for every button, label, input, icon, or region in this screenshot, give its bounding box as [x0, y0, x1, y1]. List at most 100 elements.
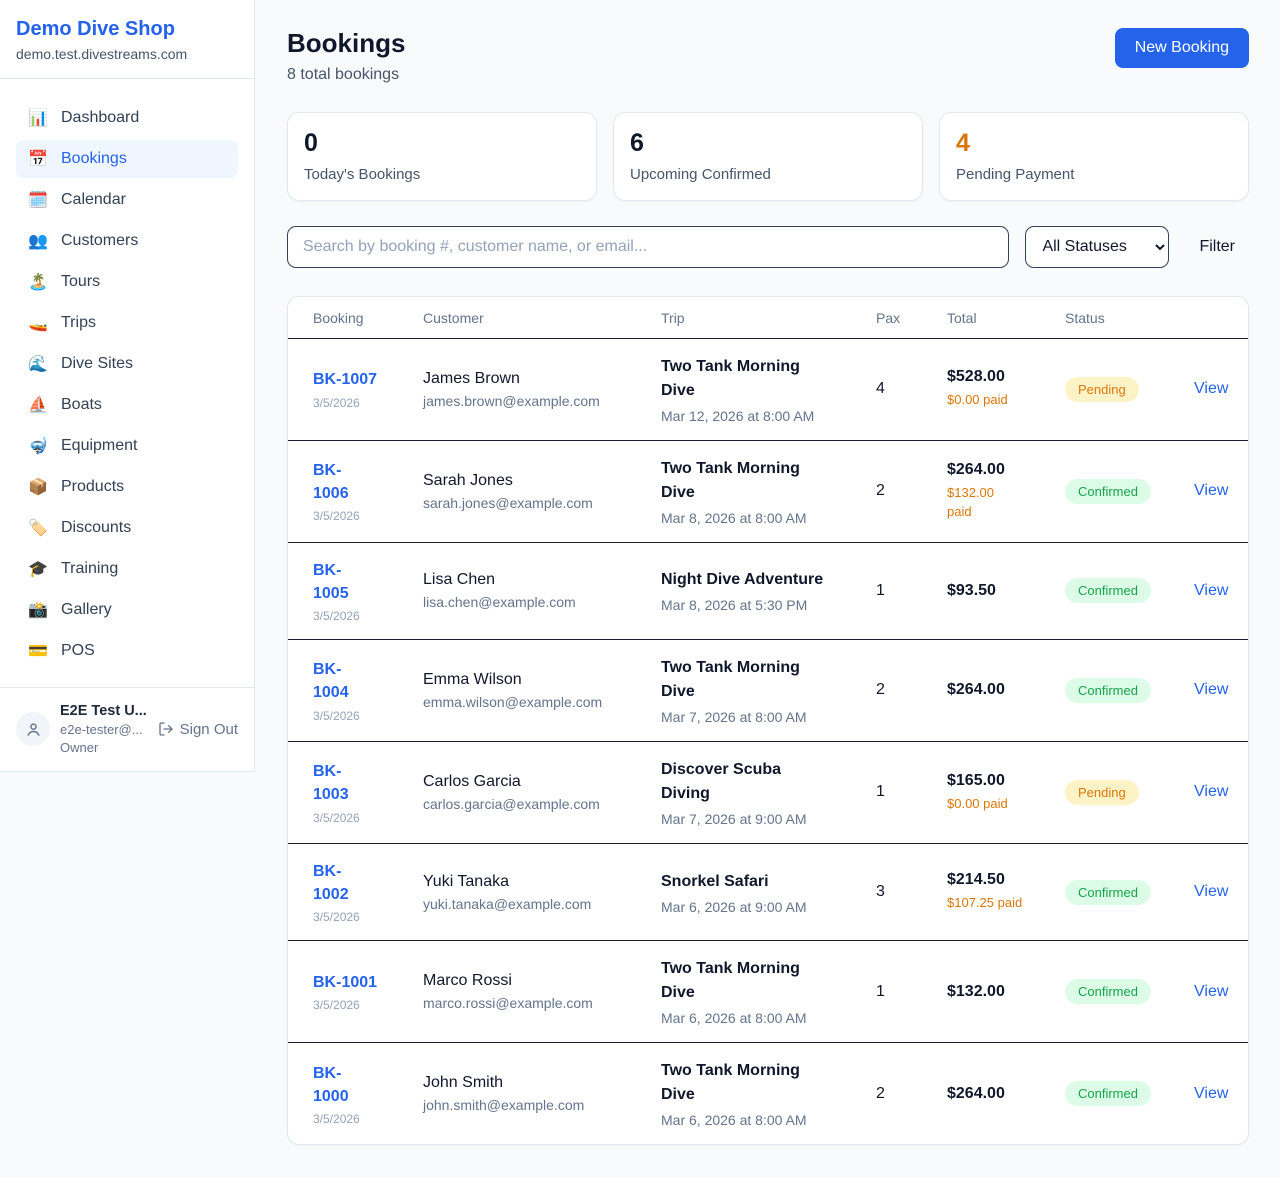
filters-row: All Statuses Filter [287, 225, 1249, 268]
col-header-trip: Trip [661, 309, 685, 326]
view-link[interactable]: View [1194, 380, 1229, 397]
sidebar-item-products[interactable]: 📦 Products [16, 468, 238, 506]
total-amount: $264.00 [947, 461, 1005, 479]
trip-name: Two Tank Morning Dive [661, 960, 800, 1002]
stat-label: Pending Payment [956, 165, 1075, 183]
sidebar-item-equipment[interactable]: 🤿 Equipment [16, 427, 238, 465]
table-row: BK- 1000 3/5/2026 John Smith john.smith@… [288, 1042, 1248, 1145]
total-cell: $264.00 [947, 1043, 1065, 1145]
booking-id-link[interactable]: BK- 1000 [313, 1064, 349, 1105]
customer-cell: John Smith john.smith@example.com [423, 1043, 661, 1145]
pax-count: 1 [876, 982, 885, 1000]
table-row: BK- 1006 3/5/2026 Sarah Jones sarah.jone… [288, 440, 1248, 542]
sidebar-item-label: POS [61, 642, 95, 659]
trip-name: Discover Scuba Diving [661, 760, 782, 802]
table-row: BK- 1003 3/5/2026 Carlos Garcia carlos.g… [288, 741, 1248, 843]
status-cell: Confirmed [1065, 542, 1194, 639]
customer-name: Marco Rossi [423, 972, 512, 990]
view-link[interactable]: View [1194, 681, 1229, 699]
view-cell: View [1194, 440, 1248, 542]
sidebar-item-dashboard[interactable]: 📊 Dashboard [16, 99, 238, 137]
customer-name: Sarah Jones [423, 471, 513, 489]
total-amount: $264.00 [947, 681, 1005, 699]
trip-datetime: Mar 6, 2026 at 8:00 AM [661, 1112, 807, 1129]
table-header: Booking Customer Trip Pax Total Status [288, 297, 1248, 339]
status-cell: Confirmed [1065, 1043, 1194, 1145]
table-row: BK-1007 3/5/2026 James Brown james.brown… [288, 338, 1248, 440]
view-link[interactable]: View [1194, 581, 1229, 599]
status-cell: Confirmed [1065, 941, 1194, 1043]
view-link[interactable]: View [1194, 982, 1229, 1000]
total-cell: $528.00 $0.00 paid [947, 338, 1065, 440]
table-row: BK- 1004 3/5/2026 Emma Wilson emma.wilso… [288, 639, 1248, 741]
pax-count: 1 [876, 783, 885, 801]
sidebar-item-label: Dive Sites [61, 355, 134, 372]
status-cell: Confirmed [1065, 440, 1194, 542]
view-link[interactable]: View [1194, 883, 1229, 901]
sidebar-item-dive-sites[interactable]: 🌊 Dive Sites [16, 345, 238, 383]
avatar [16, 712, 50, 747]
trip-cell: Two Tank Morning Dive Mar 6, 2026 at 8:0… [661, 941, 876, 1043]
products-package-icon: 📦 [28, 479, 48, 496]
filter-button[interactable]: Filter [1185, 238, 1249, 256]
col-header-actions [1194, 297, 1248, 339]
new-booking-button[interactable]: New Booking [1114, 28, 1249, 68]
stat-value: 4 [956, 129, 970, 157]
sidebar-item-customers[interactable]: 👥 Customers [16, 222, 238, 260]
trip-cell: Discover Scuba Diving Mar 7, 2026 at 9:0… [661, 741, 876, 843]
trip-datetime: Mar 7, 2026 at 9:00 AM [661, 810, 807, 827]
view-link[interactable]: View [1194, 783, 1229, 801]
sidebar-item-training[interactable]: 🎓 Training [16, 550, 238, 588]
status-badge: Confirmed [1065, 677, 1151, 703]
search-input[interactable] [287, 225, 1010, 268]
trip-name: Two Tank Morning Dive [661, 658, 800, 700]
pax-count: 2 [876, 681, 885, 699]
status-badge: Confirmed [1065, 879, 1151, 905]
sidebar-item-label: Equipment [61, 437, 138, 454]
sidebar-item-trips[interactable]: 🚤 Trips [16, 304, 238, 342]
sidebar-item-bookings[interactable]: 📅 Bookings [16, 140, 238, 178]
sidebar-item-boats[interactable]: ⛵ Boats [16, 386, 238, 424]
stat-card: 0 Today's Bookings [287, 112, 597, 201]
view-link[interactable]: View [1194, 482, 1229, 499]
total-amount: $165.00 [947, 771, 1005, 789]
user-email: e2e-tester@... [60, 722, 143, 738]
booking-id-link[interactable]: BK- 1003 [313, 763, 349, 804]
sidebar-item-label: Customers [61, 232, 139, 249]
user-info: E2E Test U... e2e-tester@... Owner [60, 702, 147, 757]
booking-cell: BK- 1002 3/5/2026 [288, 843, 423, 940]
boats-sailboat-icon: ⛵ [28, 397, 48, 414]
view-cell: View [1194, 741, 1248, 843]
booking-id-link[interactable]: BK- 1005 [313, 561, 349, 602]
booking-id-link[interactable]: BK-1001 [313, 974, 378, 992]
sidebar-item-gallery[interactable]: 📸 Gallery [16, 591, 238, 629]
trip-datetime: Mar 6, 2026 at 8:00 AM [661, 1010, 807, 1027]
training-grad-cap-icon: 🎓 [28, 561, 48, 578]
sidebar-item-tours[interactable]: 🏝️ Tours [16, 263, 238, 301]
booking-id-link[interactable]: BK- 1006 [313, 461, 349, 502]
sidebar-item-discounts[interactable]: 🏷️ Discounts [16, 509, 238, 547]
status-badge: Pending [1065, 779, 1139, 805]
booking-date: 3/5/2026 [313, 608, 360, 623]
sidebar-item-pos[interactable]: 💳 POS [16, 632, 238, 670]
paid-amount: $107.25 paid [947, 895, 1023, 911]
booking-cell: BK-1007 3/5/2026 [288, 338, 423, 440]
booking-cell: BK- 1006 3/5/2026 [288, 440, 423, 542]
booking-id-link[interactable]: BK- 1002 [313, 862, 349, 904]
trips-speedboat-icon: 🚤 [28, 315, 48, 332]
booking-id-link[interactable]: BK- 1004 [313, 661, 349, 702]
booking-id-link[interactable]: BK-1007 [313, 371, 378, 389]
dive-sites-wave-icon: 🌊 [28, 356, 48, 373]
trip-cell: Two Tank Morning Dive Mar 6, 2026 at 8:0… [661, 1043, 876, 1145]
paid-amount: $0.00 paid [947, 795, 1008, 811]
main-content: Bookings 8 total bookings New Booking 0 … [255, 0, 1280, 1177]
view-link[interactable]: View [1194, 1084, 1229, 1102]
status-select[interactable]: All Statuses [1025, 225, 1170, 268]
sidebar-item-calendar[interactable]: 🗓️ Calendar [16, 181, 238, 219]
status-badge: Confirmed [1065, 979, 1151, 1005]
brand-name[interactable]: Demo Dive Shop [16, 18, 175, 40]
trip-name: Night Dive Adventure [661, 571, 824, 589]
total-cell: $93.50 [947, 542, 1065, 639]
sign-out-button[interactable]: Sign Out [158, 721, 238, 738]
